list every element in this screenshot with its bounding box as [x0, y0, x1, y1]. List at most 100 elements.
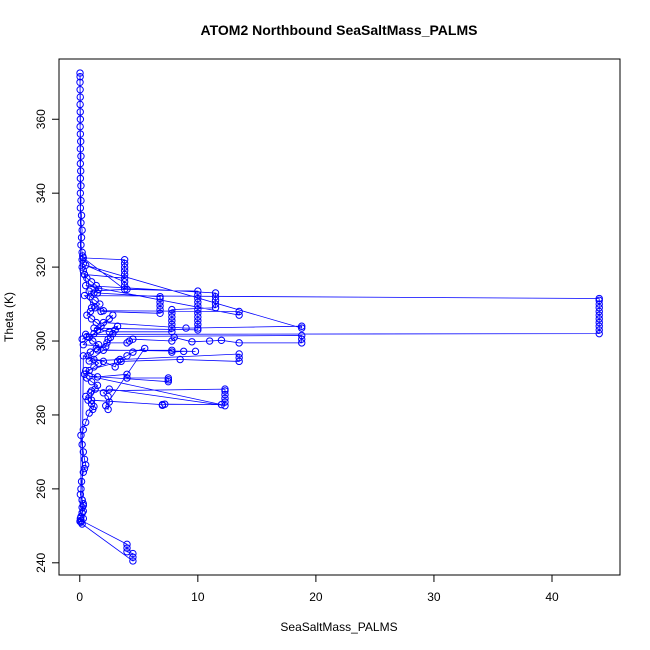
x-tick-label-1: 10: [191, 590, 205, 604]
data-point-209: [211, 296, 220, 305]
data-point-94: [129, 549, 137, 558]
data-point-112: [104, 405, 112, 414]
data-point-164: [595, 329, 603, 338]
data-point-241: [113, 322, 122, 330]
data-point-142: [85, 357, 93, 365]
data-point-155: [188, 338, 196, 346]
data-point-166: [595, 322, 603, 330]
data-point-170: [595, 307, 603, 316]
data-point-206: [168, 305, 176, 314]
data-point-195: [194, 320, 202, 329]
data-point-231: [182, 324, 190, 332]
data-point-187: [194, 291, 202, 299]
x-axis: 0 10 20 30 40: [76, 574, 559, 604]
y-tick-label-6: 360: [34, 109, 48, 129]
data-point-213: [235, 311, 243, 319]
data-point-214: [235, 307, 243, 316]
data-point-201: [168, 324, 176, 332]
data-point-110: [141, 344, 149, 353]
data-point-68: [77, 219, 85, 227]
data-point-95: [129, 553, 137, 561]
data-point-122: [221, 385, 229, 393]
y-tick-label-2: 280: [34, 405, 48, 425]
data-point-178: [156, 305, 164, 314]
data-point-192: [194, 309, 202, 318]
data-point-55: [92, 281, 101, 290]
data-point-109: [129, 348, 137, 356]
data-point-80: [76, 130, 85, 138]
data-point-200: [168, 328, 176, 336]
data-point-120: [221, 390, 229, 399]
data-point-77: [77, 152, 85, 160]
data-point-220: [120, 267, 129, 275]
data-point-158: [235, 339, 243, 347]
data-point-180: [156, 298, 164, 306]
data-point-152: [129, 335, 137, 343]
data-point-148: [93, 346, 102, 354]
data-point-115: [99, 389, 108, 397]
data-point-135: [93, 373, 102, 381]
data-point-123: [87, 387, 96, 395]
data-point-215: [99, 307, 108, 315]
chart-title: ATOM2 Northbound SeaSaltMass_PALMS: [201, 22, 478, 38]
data-point-165: [595, 326, 603, 334]
data-point-219: [120, 270, 129, 279]
data-point-186: [194, 287, 202, 295]
data-point-208: [211, 300, 220, 308]
data-point-211: [211, 289, 220, 297]
data-point-177: [156, 309, 164, 318]
series-line: [79, 72, 600, 562]
data-point-153: [168, 337, 176, 345]
data-point-141: [235, 350, 243, 358]
data-point-51: [91, 296, 99, 305]
data-point-100: [78, 509, 86, 517]
data-point-37: [86, 348, 95, 356]
data-point-64: [78, 248, 86, 257]
data-point-175: [80, 291, 89, 300]
data-point-127: [161, 400, 169, 408]
data-point-205: [168, 309, 176, 318]
data-point-151: [125, 337, 134, 345]
data-point-134: [123, 370, 131, 378]
data-point-9: [77, 485, 85, 493]
x-axis-label: SeaSaltMass_PALMS: [280, 620, 397, 634]
data-point-53: [90, 289, 98, 297]
data-point-13: [81, 461, 90, 469]
data-point-183: [93, 289, 102, 297]
data-point-103: [79, 352, 88, 360]
data-point-81: [76, 122, 84, 131]
data-point-221: [120, 263, 129, 271]
data-point-202: [168, 320, 176, 329]
data-point-107: [116, 355, 124, 364]
x-tick-label-2: 20: [309, 590, 323, 604]
data-point-190: [194, 302, 202, 310]
data-point-116: [105, 385, 113, 393]
data-point-70: [76, 204, 85, 212]
data-point-174: [595, 294, 603, 303]
data-point-240: [111, 326, 119, 334]
data-point-124: [87, 396, 96, 404]
data-point-157: [217, 336, 226, 344]
data-point-168: [595, 315, 603, 323]
data-point-56: [87, 278, 96, 286]
data-point-27: [91, 385, 99, 393]
data-point-224: [79, 254, 88, 262]
data-point-129: [85, 372, 93, 380]
data-point-84: [76, 100, 84, 109]
data-point-232: [99, 318, 108, 327]
data-point-86: [76, 85, 84, 94]
data-point-16: [78, 440, 86, 449]
data-point-114: [104, 392, 112, 401]
data-point-197: [194, 326, 202, 334]
data-point-139: [235, 357, 243, 366]
data-point-25: [81, 392, 90, 401]
data-point-167: [595, 318, 603, 327]
y-tick-label-4: 320: [34, 257, 48, 277]
data-point-60: [78, 263, 86, 271]
data-point-73: [77, 182, 85, 190]
data-point-38: [92, 344, 101, 353]
data-point-159: [298, 339, 306, 347]
plot-frame: [58, 58, 621, 576]
data-point-96: [129, 557, 137, 565]
